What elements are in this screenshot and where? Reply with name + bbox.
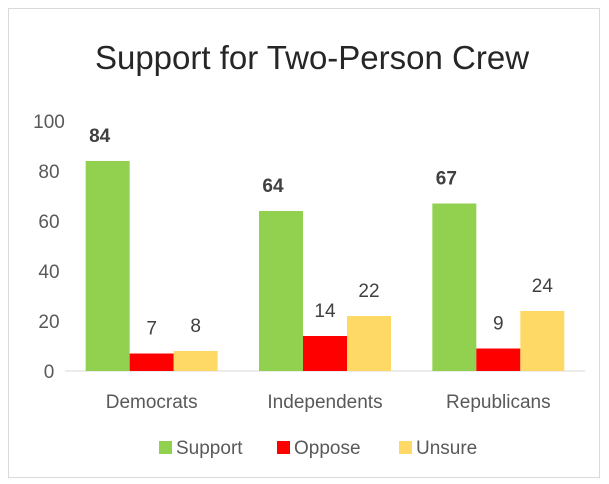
bar-unsure-independents bbox=[347, 316, 391, 371]
legend: Support Oppose Unsure bbox=[159, 438, 477, 459]
chart-frame: Support for Two-Person Crew 0 20 40 60 80 100… bbox=[8, 8, 600, 478]
y-axis-ticks: 0 20 40 60 80 100 bbox=[33, 112, 65, 383]
legend-label-support: Support bbox=[176, 438, 243, 459]
y-tick-label: 20 bbox=[38, 312, 59, 333]
bar-support-independents bbox=[259, 211, 303, 371]
y-tick-label: 100 bbox=[33, 112, 65, 133]
data-label-oppose-republicans: 9 bbox=[493, 314, 504, 335]
category-labels: Democrats Independents Republicans bbox=[106, 392, 551, 413]
data-label-support-democrats: 84 bbox=[89, 126, 111, 147]
legend-swatch-oppose bbox=[277, 441, 290, 454]
bar-chart: Support for Two-Person Crew 0 20 40 60 80 100… bbox=[33, 39, 585, 459]
data-label-oppose-independents: 14 bbox=[314, 301, 336, 322]
bar-support-democrats bbox=[85, 161, 130, 371]
legend-label-unsure: Unsure bbox=[416, 438, 477, 459]
category-label-republicans: Republicans bbox=[446, 392, 551, 413]
bar-support-republicans bbox=[432, 203, 477, 371]
y-tick-label: 80 bbox=[38, 162, 59, 183]
bar-unsure-republicans bbox=[520, 311, 565, 371]
category-label-independents: Independents bbox=[267, 392, 382, 413]
bar-oppose-independents bbox=[303, 336, 347, 371]
category-label-democrats: Democrats bbox=[106, 392, 198, 413]
data-label-oppose-democrats: 7 bbox=[146, 319, 157, 340]
bar-oppose-republicans bbox=[476, 348, 521, 371]
value-labels: 84 7 8 64 14 22 67 9 24 bbox=[89, 126, 553, 340]
data-label-unsure-democrats: 8 bbox=[190, 316, 201, 337]
y-tick-label: 0 bbox=[44, 362, 55, 383]
bars bbox=[85, 161, 565, 371]
chart-title: Support for Two-Person Crew bbox=[95, 39, 529, 76]
bar-oppose-democrats bbox=[129, 353, 174, 371]
legend-swatch-support bbox=[159, 441, 172, 454]
y-tick-label: 40 bbox=[38, 262, 59, 283]
data-label-support-republicans: 67 bbox=[436, 169, 457, 190]
data-label-unsure-republicans: 24 bbox=[532, 276, 554, 297]
y-tick-label: 60 bbox=[38, 212, 59, 233]
legend-swatch-unsure bbox=[399, 441, 412, 454]
bar-unsure-democrats bbox=[173, 351, 218, 371]
legend-label-oppose: Oppose bbox=[294, 438, 361, 459]
data-label-unsure-independents: 22 bbox=[358, 281, 379, 302]
data-label-support-independents: 64 bbox=[262, 176, 284, 197]
